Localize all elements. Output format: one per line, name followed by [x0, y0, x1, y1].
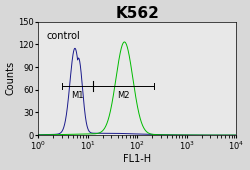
Text: M2: M2 [118, 90, 130, 99]
Title: K562: K562 [115, 6, 159, 21]
Y-axis label: Counts: Counts [6, 61, 16, 96]
Text: control: control [47, 31, 81, 41]
Text: M1: M1 [72, 90, 84, 99]
X-axis label: FL1-H: FL1-H [123, 154, 151, 164]
